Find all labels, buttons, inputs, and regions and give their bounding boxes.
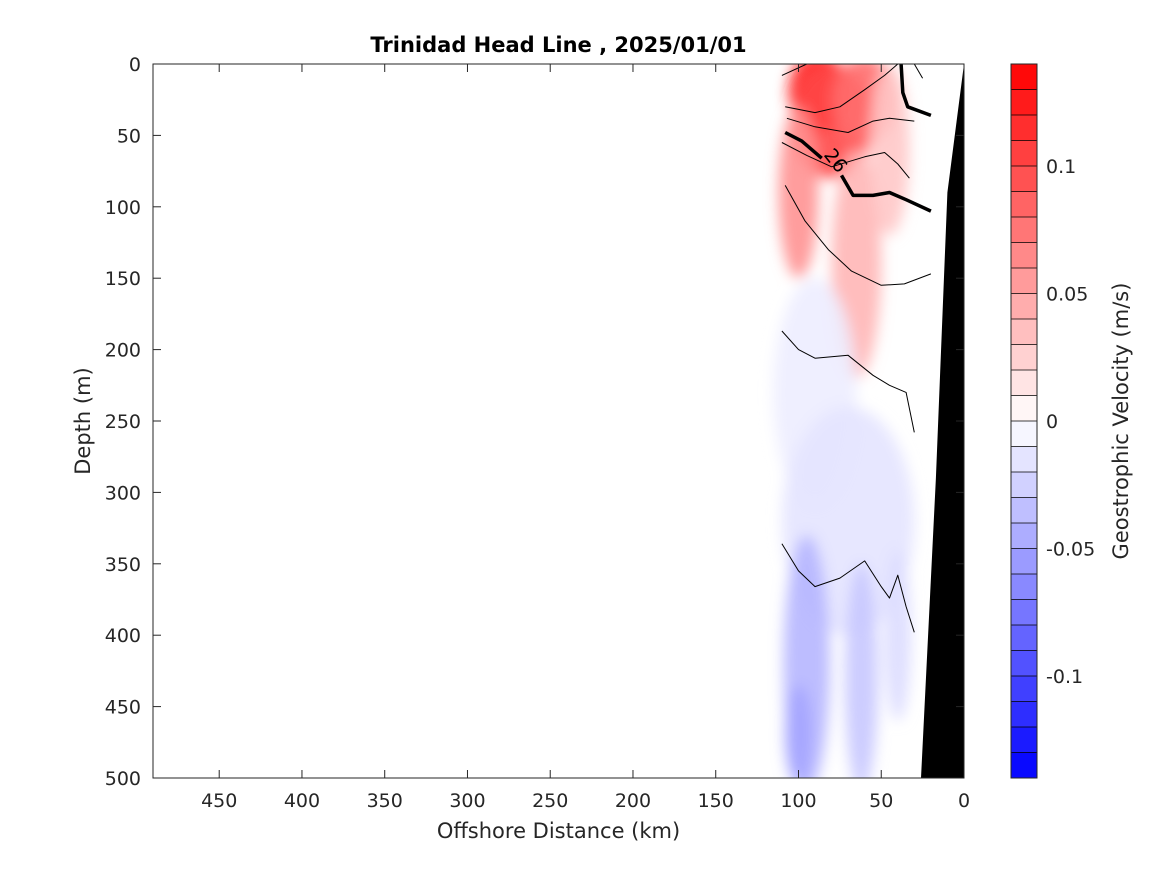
isopycnal xyxy=(784,185,932,286)
x-tick-label: 350 xyxy=(367,790,403,812)
colorbar-level xyxy=(1011,268,1037,294)
colorbar-level xyxy=(1011,599,1037,625)
y-tick-label: 350 xyxy=(105,554,141,576)
x-axis: 450 400 350 300 250 200 150 100 50 0 xyxy=(201,64,970,812)
isopycnal xyxy=(781,142,910,179)
chart-title: Trinidad Head Line , 2025/01/01 xyxy=(370,33,746,57)
colorbar-level xyxy=(1011,701,1037,727)
colorbar-level xyxy=(1011,64,1037,90)
colorbar-level xyxy=(1011,344,1037,370)
colorbar-tick-label: -0.1 xyxy=(1046,666,1083,688)
colorbar-level xyxy=(1011,89,1037,115)
x-tick-label: 150 xyxy=(698,790,734,812)
isopycnal xyxy=(781,543,915,633)
colorbar-tick-label: 0 xyxy=(1046,411,1058,433)
y-tick-label: 150 xyxy=(105,268,141,290)
colorbar-level xyxy=(1011,548,1037,574)
seafloor xyxy=(921,64,964,778)
x-tick-label: 400 xyxy=(284,790,320,812)
velocity-field xyxy=(773,64,923,778)
y-tick-label: 400 xyxy=(105,625,141,647)
x-tick-label: 300 xyxy=(449,790,485,812)
colorbar-level xyxy=(1011,574,1037,600)
y-tick-label: 0 xyxy=(129,54,141,76)
colorbar-level xyxy=(1011,166,1037,192)
x-tick-label: 0 xyxy=(958,790,970,812)
isopycnal-bold xyxy=(784,130,823,160)
colorbar-level xyxy=(1011,191,1037,217)
y-axis: 0 50 100 150 200 250 300 350 400 450 500 xyxy=(105,54,964,790)
colorbar-tick-label: -0.05 xyxy=(1046,539,1095,561)
velocity-patch xyxy=(778,106,819,279)
y-tick-label: 200 xyxy=(105,340,141,362)
x-tick-label: 200 xyxy=(615,790,651,812)
x-tick-label: 50 xyxy=(869,790,893,812)
bathymetry xyxy=(921,64,964,778)
colorbar-level xyxy=(1011,676,1037,702)
isopycnal xyxy=(785,64,899,114)
isopycnal-bold xyxy=(839,174,932,213)
colorbar-level xyxy=(1011,140,1037,166)
colorbar-level xyxy=(1011,319,1037,345)
y-tick-label: 250 xyxy=(105,411,141,433)
colorbar-level xyxy=(1011,727,1037,753)
colorbar-level xyxy=(1011,625,1037,651)
colorbar-level xyxy=(1011,115,1037,141)
colorbar-level xyxy=(1011,472,1037,498)
x-tick-label: 450 xyxy=(201,790,237,812)
colorbar-tick-label: 0.05 xyxy=(1046,284,1088,306)
colorbar-level xyxy=(1011,650,1037,676)
y-tick-label: 500 xyxy=(105,768,141,790)
colorbar-level xyxy=(1011,421,1037,447)
colorbar-level xyxy=(1011,752,1037,778)
y-tick-label: 100 xyxy=(105,197,141,219)
y-tick-label: 50 xyxy=(117,125,141,147)
colorbar-frame xyxy=(1010,63,1038,779)
velocity-patch xyxy=(785,685,812,778)
x-tick-label: 100 xyxy=(780,790,816,812)
colorbar-level xyxy=(1011,293,1037,319)
isopycnal xyxy=(781,330,915,433)
y-tick-label: 300 xyxy=(105,482,141,504)
colorbar-level xyxy=(1011,217,1037,243)
colorbar-level xyxy=(1011,446,1037,472)
isopycnal xyxy=(913,64,924,79)
x-axis-title: Offshore Distance (km) xyxy=(437,819,680,843)
y-axis-title: Depth (m) xyxy=(71,367,95,474)
isopycnal xyxy=(786,117,915,133)
colorbar-level xyxy=(1011,497,1037,523)
colorbar-level xyxy=(1011,370,1037,396)
velocity-patch xyxy=(844,563,878,778)
x-tick-label: 250 xyxy=(532,790,568,812)
colorbar-level xyxy=(1011,242,1037,268)
colorbar-title: Geostrophic Velocity (m/s) xyxy=(1109,283,1133,560)
isopycnal-bold xyxy=(899,64,932,118)
y-tick-label: 450 xyxy=(105,697,141,719)
isopycnal xyxy=(781,64,808,76)
colorbar-tick-label: 0.1 xyxy=(1046,156,1076,178)
colorbar-level xyxy=(1011,395,1037,421)
colorbar-level xyxy=(1011,523,1037,549)
colorbar: 0.1 0.05 0 -0.05 -0.1 xyxy=(1010,63,1095,779)
